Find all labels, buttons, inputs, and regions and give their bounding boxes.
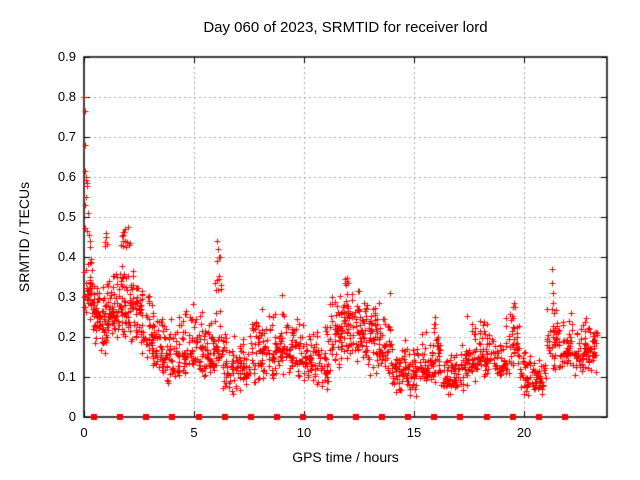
y-tick-label: 0.6 (57, 169, 76, 184)
x-tick-label: 15 (406, 425, 422, 440)
y-tick-label: 0 (68, 409, 76, 424)
x-tick-label: 5 (190, 425, 198, 440)
x-tick-label: 20 (516, 425, 532, 440)
y-tick-label: 0.5 (57, 209, 76, 224)
y-tick-label: 0.3 (57, 289, 76, 304)
y-tick-label: 0.7 (57, 129, 76, 144)
y-tick-label: 0.1 (57, 369, 76, 384)
chart-title: Day 060 of 2023, SRMTID for receiver lor… (203, 19, 488, 36)
y-tick-label: 0.8 (57, 89, 76, 104)
y-tick-label: 0.2 (57, 329, 76, 344)
x-axis-label: GPS time / hours (292, 449, 399, 465)
x-tick-label: 10 (296, 425, 312, 440)
x-tick-label: 0 (80, 425, 88, 440)
y-tick-label: 0.4 (57, 249, 76, 264)
y-tick-label: 0.9 (57, 49, 76, 64)
